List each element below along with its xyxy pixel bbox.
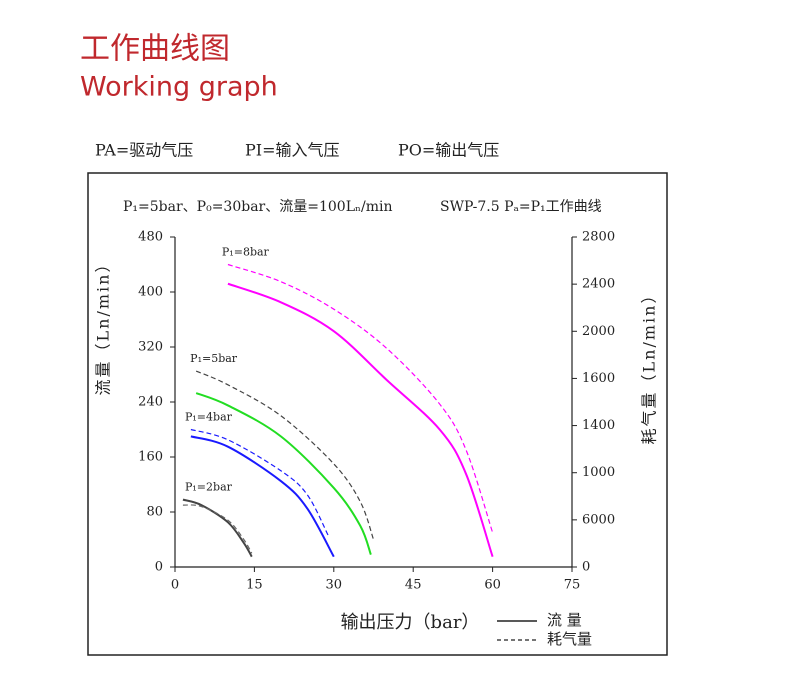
y2-tick-label: 2400: [582, 277, 615, 292]
y-tick-label: 320: [138, 340, 163, 355]
curve-label: P₁=2bar: [185, 481, 233, 494]
curve-label: P₁=5bar: [190, 352, 238, 365]
y-tick-label: 400: [138, 285, 163, 300]
y-axis-title: 流量（Ln/min）: [94, 255, 113, 396]
consumption-line: [190, 428, 330, 537]
y-tick-label: 480: [138, 230, 163, 245]
definition: PA=驱动气压: [95, 141, 193, 160]
legend-label: 耗气量: [547, 630, 592, 648]
curve-label: P₁=8bar: [222, 246, 270, 259]
flow-line: [190, 435, 335, 558]
x-axis-title: 输出压力（bar）: [341, 612, 480, 633]
consumption-line: [195, 370, 375, 540]
x-tick-label: 60: [484, 578, 501, 593]
y2-tick-label: 2800: [582, 230, 615, 245]
frame: [87, 172, 668, 656]
definition: PI=输入气压: [245, 141, 340, 160]
y2-axis-title: 耗气量（Ln/min）: [640, 286, 659, 445]
chart-title: P₁=5bar、P₀=30bar、流量=100Lₙ/min: [123, 199, 393, 215]
consumption-line: [227, 263, 494, 533]
consumption-line: [182, 504, 253, 554]
y-tick-label: 0: [155, 560, 163, 575]
chart-subtitle: SWP-7.5 Pₐ=P₁工作曲线: [440, 199, 602, 215]
x-tick-label: 15: [246, 578, 263, 593]
x-tick-label: 45: [405, 578, 422, 593]
y2-tick-label: 0: [582, 560, 590, 575]
y2-tick-label: 2000: [582, 324, 615, 339]
y-tick-label: 80: [146, 505, 163, 520]
title-en: Working graph: [80, 72, 278, 103]
y2-tick-label: 1000: [582, 465, 615, 480]
x-tick-label: 75: [564, 578, 581, 593]
flow-line: [195, 392, 372, 555]
flow-line: [182, 498, 253, 558]
y2-tick-label: 1400: [582, 418, 615, 433]
y2-tick-label: 6000: [582, 512, 615, 527]
y-tick-label: 160: [138, 450, 163, 465]
y-tick-label: 240: [138, 395, 163, 410]
definition: PO=输出气压: [398, 141, 499, 160]
legend-label: 流 量: [547, 611, 582, 629]
title-cn: 工作曲线图: [80, 32, 230, 67]
x-tick-label: 0: [171, 578, 179, 593]
y2-tick-label: 1600: [582, 371, 615, 386]
curve-label: P₁=4bar: [185, 411, 233, 424]
flow-line: [227, 282, 494, 557]
x-tick-label: 30: [326, 578, 343, 593]
